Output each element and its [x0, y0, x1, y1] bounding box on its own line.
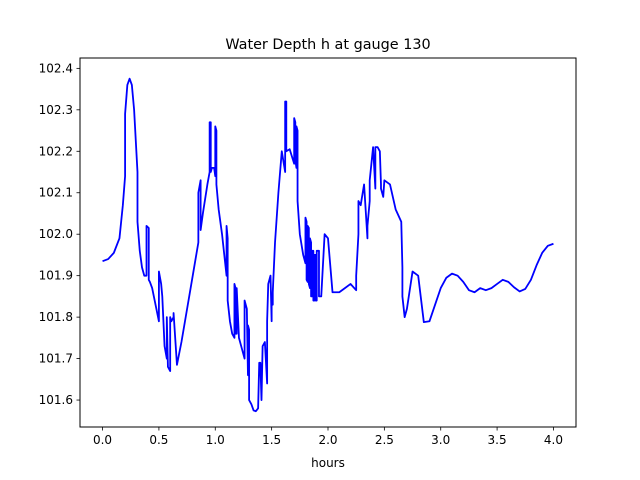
x-tick-label: 3.5: [488, 433, 507, 447]
x-tick-label: 0.5: [149, 433, 168, 447]
y-tick-label: 102.0: [39, 227, 73, 241]
x-axis-label: hours: [311, 456, 345, 470]
y-tick-label: 101.8: [39, 310, 73, 324]
x-tick-label: 1.0: [206, 433, 225, 447]
axes-layer: 0.0 0.5 1.0 1.5 2.0 2.5 3.0 3.5 4.0 101.6 101.7 101…: [39, 57, 577, 447]
y-tick-label: 101.7: [39, 352, 73, 366]
y-tick-label: 101.9: [39, 269, 73, 283]
y-tick-label: 102.1: [39, 186, 73, 200]
x-tick-label: 2.5: [375, 433, 394, 447]
series-layer: [102, 77, 554, 413]
y-tick-label: 102.4: [39, 61, 73, 75]
x-tick-label: 2.0: [318, 433, 337, 447]
y-tick-label: 102.2: [39, 144, 73, 158]
y-tick-label: 101.6: [39, 393, 73, 407]
chart-title: Water Depth h at gauge 130: [225, 37, 430, 53]
y-tick-label: 102.3: [39, 103, 73, 117]
x-tick-label: 1.5: [262, 433, 281, 447]
x-tick-label: 4.0: [544, 433, 563, 447]
series-line-1: [102, 77, 554, 413]
x-tick-label: 3.0: [431, 433, 450, 447]
x-tick-label: 0.0: [93, 433, 112, 447]
